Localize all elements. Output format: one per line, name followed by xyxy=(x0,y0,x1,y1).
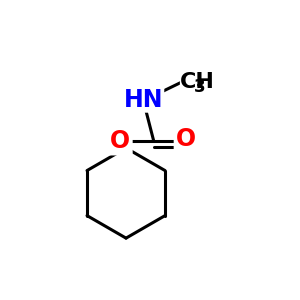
Text: HN: HN xyxy=(124,88,163,112)
Text: 3: 3 xyxy=(194,78,206,96)
Text: CH: CH xyxy=(180,72,215,92)
Text: O: O xyxy=(176,127,196,151)
Text: O: O xyxy=(110,129,130,153)
